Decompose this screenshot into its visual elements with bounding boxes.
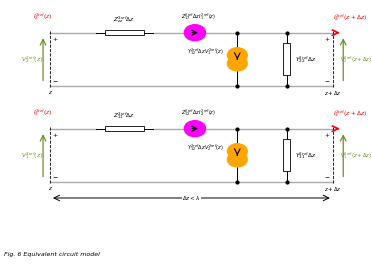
Text: $z+\Delta z$: $z+\Delta z$ [324, 185, 341, 193]
Text: −: − [325, 175, 330, 180]
Bar [105, 30, 144, 35]
Circle shape [227, 48, 247, 63]
Text: $I_1^{2ref}(z)$: $I_1^{2ref}(z)$ [33, 107, 53, 118]
Text: +: + [53, 133, 58, 138]
Text: $I_2^{2ref}(z)$: $I_2^{2ref}(z)$ [33, 11, 53, 22]
Text: $V_1^{2ref}(z+\Delta z)$: $V_1^{2ref}(z+\Delta z)$ [340, 150, 372, 161]
Text: $z+\Delta z$: $z+\Delta z$ [324, 89, 341, 97]
Text: $V_2^{2ref}(z)$: $V_2^{2ref}(z)$ [22, 54, 44, 65]
Circle shape [227, 152, 247, 167]
Text: −: − [325, 79, 330, 84]
Text: $Y_{11}^{2ref}\Delta z$: $Y_{11}^{2ref}\Delta z$ [295, 150, 317, 161]
Text: $z$: $z$ [48, 185, 52, 192]
Text: $Z_{17}^{2ref}\Delta z\,I_1^{2ref}(z)$: $Z_{17}^{2ref}\Delta z\,I_1^{2ref}(z)$ [181, 11, 216, 22]
Text: $V_2^{2ref}(z+\Delta z)$: $V_2^{2ref}(z+\Delta z)$ [340, 54, 372, 65]
Text: $V_1^{2ref}(z)$: $V_1^{2ref}(z)$ [22, 150, 44, 161]
Text: $z$: $z$ [48, 89, 52, 96]
Text: +: + [325, 133, 330, 138]
Circle shape [227, 144, 247, 159]
Bar [283, 43, 290, 75]
Bar [283, 139, 290, 171]
Text: +: + [53, 37, 58, 42]
Text: $I_1^{2ref}(z+\Delta z)$: $I_1^{2ref}(z+\Delta z)$ [333, 109, 367, 119]
Text: −: − [53, 79, 58, 84]
Text: $Y_{12}^{2ref}\Delta z\,V_2^{2ref}(z)$: $Y_{12}^{2ref}\Delta z\,V_2^{2ref}(z)$ [187, 142, 224, 153]
Circle shape [185, 25, 205, 41]
Text: $I_2^{2ref}(z+\Delta z)$: $I_2^{2ref}(z+\Delta z)$ [333, 13, 367, 23]
Text: $Z_{11}^{2ref}\Delta z$: $Z_{11}^{2ref}\Delta z$ [113, 110, 135, 121]
Text: $\Delta z<\lambda$: $\Delta z<\lambda$ [182, 194, 201, 202]
Text: −: − [53, 175, 58, 180]
Text: $Z_{zz}^{2ref}\Delta z$: $Z_{zz}^{2ref}\Delta z$ [113, 14, 135, 25]
Text: Fig. 6 Equivalent circuit model: Fig. 6 Equivalent circuit model [4, 252, 100, 257]
Circle shape [185, 121, 205, 137]
Bar [105, 126, 144, 131]
Text: $Z_{12}^{2ref}\Delta z\,I_2^{2ref}(z)$: $Z_{12}^{2ref}\Delta z\,I_2^{2ref}(z)$ [181, 107, 216, 118]
Text: $Y_{12}^{2ref}\Delta z\,V_1^{2ref}(z)$: $Y_{12}^{2ref}\Delta z\,V_1^{2ref}(z)$ [187, 46, 224, 57]
Circle shape [227, 56, 247, 71]
Text: +: + [325, 37, 330, 42]
Text: $Y_{22}^{2ref}\Delta z$: $Y_{22}^{2ref}\Delta z$ [295, 54, 317, 65]
